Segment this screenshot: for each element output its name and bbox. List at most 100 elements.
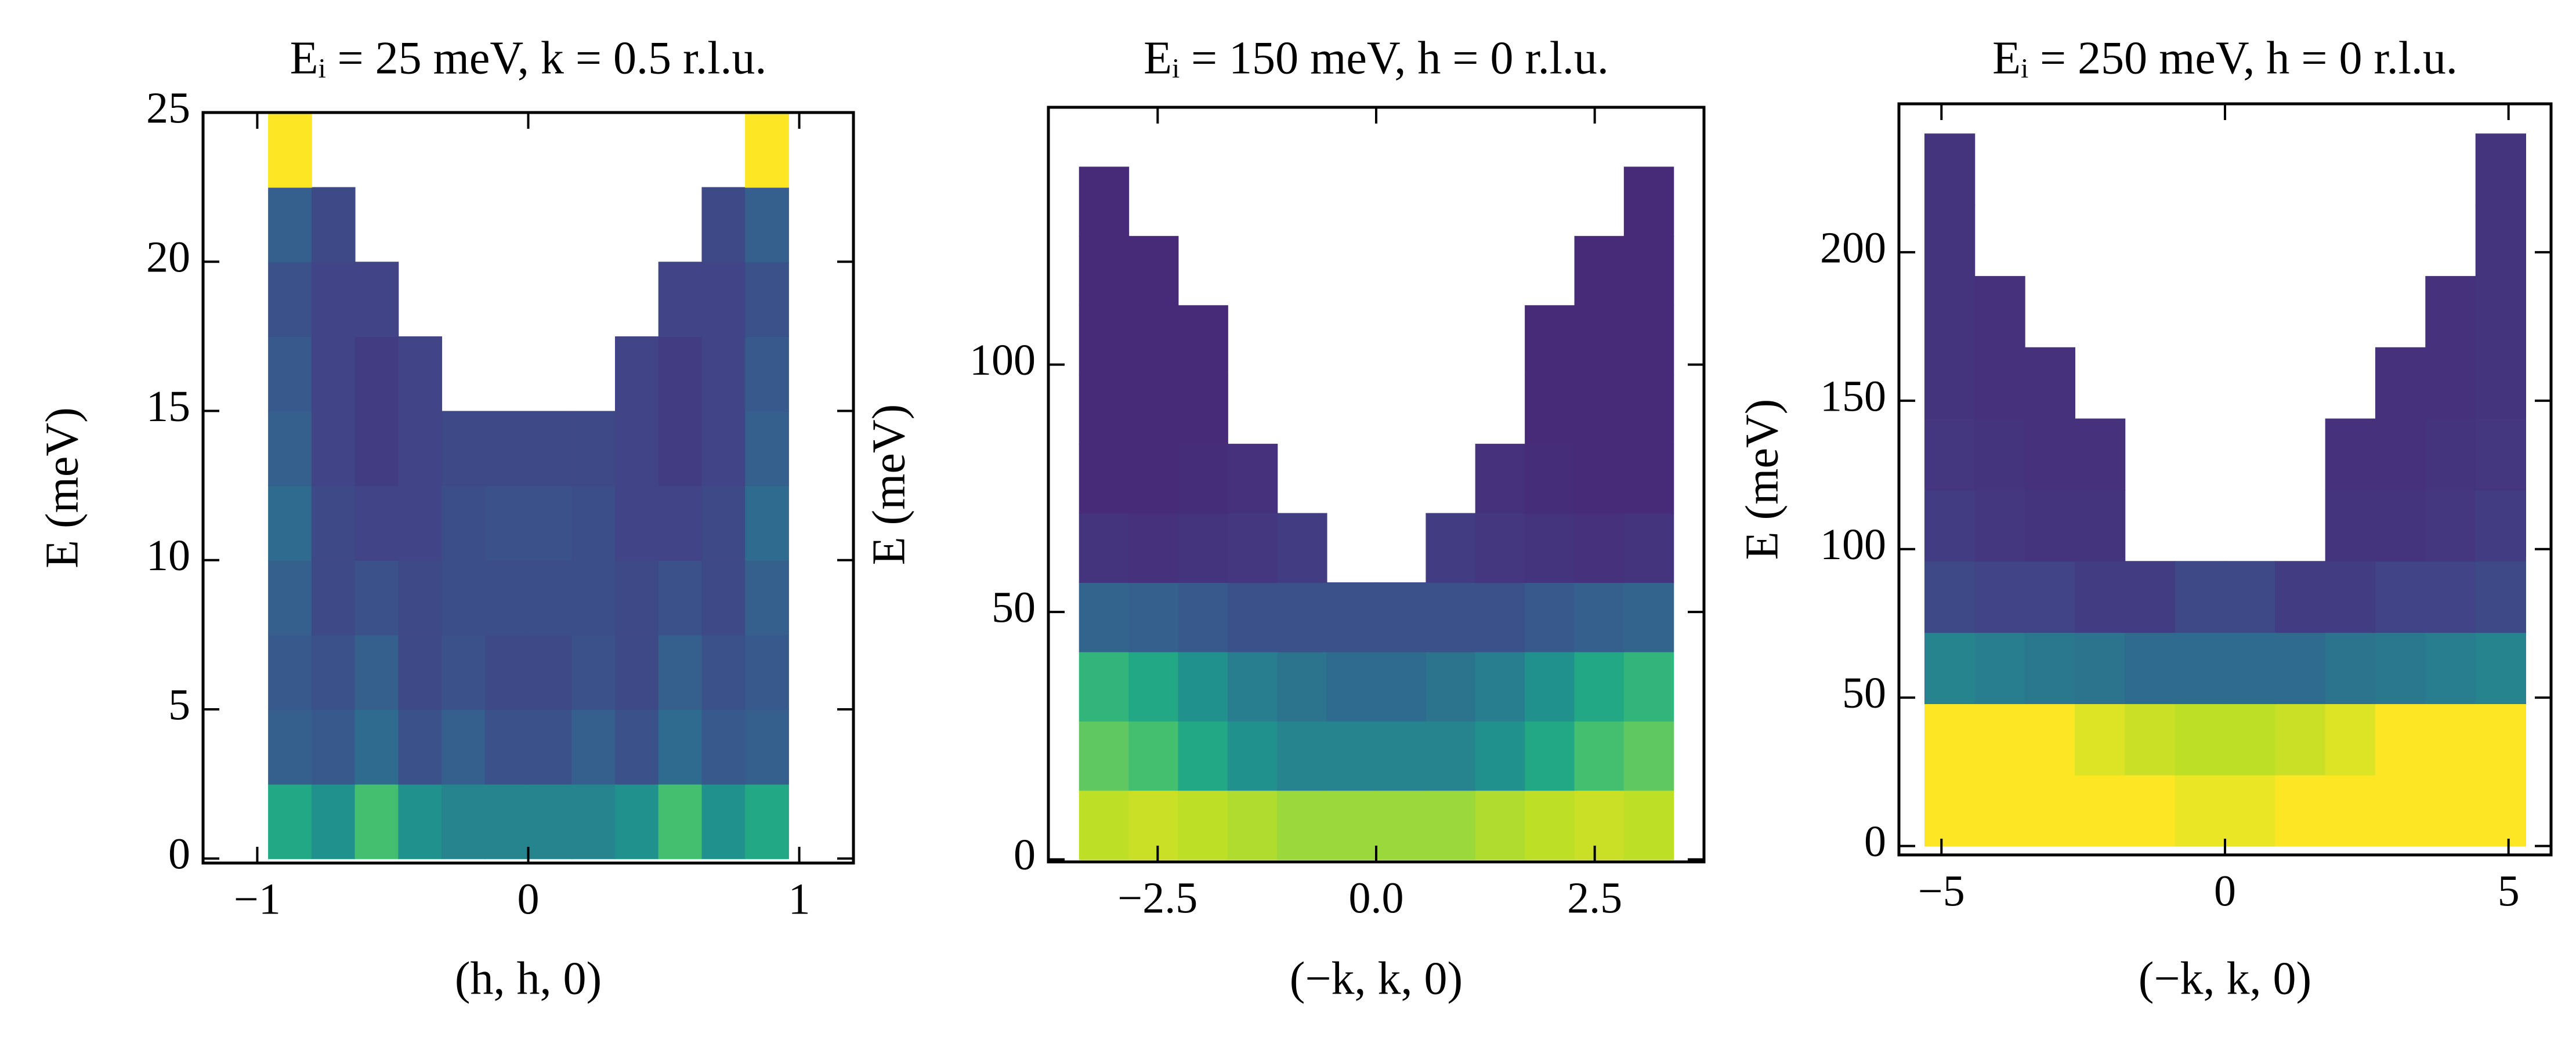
heatmap-cell (528, 784, 573, 860)
y-tick-label: 150 (1820, 372, 1886, 420)
heatmap-cell (398, 784, 443, 860)
heatmap-cell (1475, 513, 1526, 583)
heatmap-cell (2125, 561, 2176, 633)
heatmap-cell (571, 411, 616, 487)
heatmap-cell (1079, 582, 1130, 652)
heatmap-cell (1974, 703, 2025, 775)
heatmap-cell (701, 560, 746, 636)
heatmap-cell (1277, 513, 1327, 583)
heatmap-cell (268, 262, 312, 337)
heatmap-cell (1623, 582, 1674, 652)
heatmap-cell (2425, 703, 2476, 775)
x-tick-label: −1 (234, 875, 281, 923)
heatmap-cell (2125, 774, 2176, 847)
heatmap-cell (1974, 774, 2025, 847)
heatmap-cell (1326, 790, 1377, 860)
heatmap-cell (311, 485, 356, 561)
heatmap-cell (701, 784, 746, 860)
heatmap-cell (2074, 774, 2126, 847)
heatmap-cell (1475, 720, 1526, 791)
heatmap-cell (2475, 205, 2527, 277)
heatmap-cell (2425, 632, 2476, 704)
heatmap-cell (571, 709, 616, 785)
y-tick-label: 0 (168, 830, 190, 879)
heatmap-cell (1924, 561, 1976, 633)
x-tick-label: −5 (1918, 867, 1965, 915)
chart-title: Eᵢ = 25 meV, k = 0.5 r.l.u. (290, 32, 767, 84)
heatmap-cell (1924, 347, 1976, 419)
x-tick-label: 1 (788, 875, 811, 923)
heatmap (1924, 133, 2527, 847)
heatmap-cell (2225, 703, 2276, 775)
heatmap-cell (701, 187, 746, 263)
heatmap-cell (442, 709, 486, 785)
heatmap-cell (1525, 513, 1575, 583)
heatmap-cell (2225, 561, 2276, 633)
heatmap-cell (658, 411, 703, 487)
heatmap-cell (2475, 490, 2527, 562)
heatmap-cell (614, 709, 659, 785)
y-tick-label: 50 (992, 583, 1036, 632)
heatmap-cell (2475, 561, 2527, 633)
heatmap-cell (2074, 703, 2126, 775)
y-tick-label: 10 (146, 531, 190, 580)
heatmap-cell (1574, 790, 1625, 860)
heatmap-cell (614, 485, 659, 561)
heatmap-cell (1277, 720, 1327, 791)
heatmap-cell (2325, 774, 2376, 847)
heatmap-cell (1277, 651, 1327, 722)
heatmap-cell (701, 485, 746, 561)
heatmap-cell (398, 485, 443, 561)
heatmap-cell (1426, 720, 1476, 791)
heatmap-cell (2275, 561, 2326, 633)
heatmap-cell (2074, 561, 2126, 633)
y-tick-label: 0 (1864, 817, 1886, 866)
x-axis-label: (h, h, 0) (455, 953, 602, 1004)
heatmap-cell (658, 635, 703, 710)
heatmap-cell (1128, 720, 1179, 791)
heatmap-cell (398, 635, 443, 710)
x-tick-label: 0.0 (1349, 873, 1404, 922)
heatmap-cell (614, 411, 659, 487)
heatmap-cell (2375, 632, 2426, 704)
heatmap-cell (658, 784, 703, 860)
x-tick-label: 5 (2498, 867, 2520, 915)
heatmap-cell (1178, 651, 1228, 722)
y-tick-label: 0 (1014, 831, 1036, 879)
heatmap-cell (484, 560, 529, 636)
heatmap-cell (2375, 774, 2426, 847)
heatmap-cell (745, 635, 789, 710)
heatmap-cell (1376, 582, 1427, 652)
heatmap-cell (311, 336, 356, 412)
heatmap-cell (2225, 774, 2276, 847)
heatmap-cell (268, 485, 312, 561)
heatmap-cell (1426, 651, 1476, 722)
heatmap-cell (2074, 490, 2126, 562)
heatmap-cell (1326, 651, 1377, 722)
heatmap-cell (268, 560, 312, 636)
heatmap-cell (311, 560, 356, 636)
heatmap-cell (571, 485, 616, 561)
heatmap (268, 113, 789, 860)
heatmap-cell (484, 709, 529, 785)
heatmap-cell (268, 336, 312, 412)
heatmap-cell (1178, 305, 1228, 375)
heatmap-cell (1623, 235, 1674, 306)
heatmap-cell (571, 560, 616, 636)
heatmap-cell (1079, 720, 1130, 791)
heatmap-cell (2024, 561, 2075, 633)
heatmap-cell (1178, 374, 1228, 445)
heatmap-cell (1227, 513, 1278, 583)
heatmap-cell (2375, 418, 2426, 491)
heatmap-cell (2375, 561, 2426, 633)
heatmap-cell (2425, 774, 2476, 847)
heatmap-cell (528, 635, 573, 710)
heatmap-cell (1924, 418, 1976, 491)
heatmap-cell (2475, 703, 2527, 775)
heatmap-cell (1079, 305, 1130, 375)
heatmap-cell (745, 560, 789, 636)
heatmap-cell (745, 113, 789, 188)
heatmap-cell (658, 709, 703, 785)
heatmap-cell (442, 784, 486, 860)
